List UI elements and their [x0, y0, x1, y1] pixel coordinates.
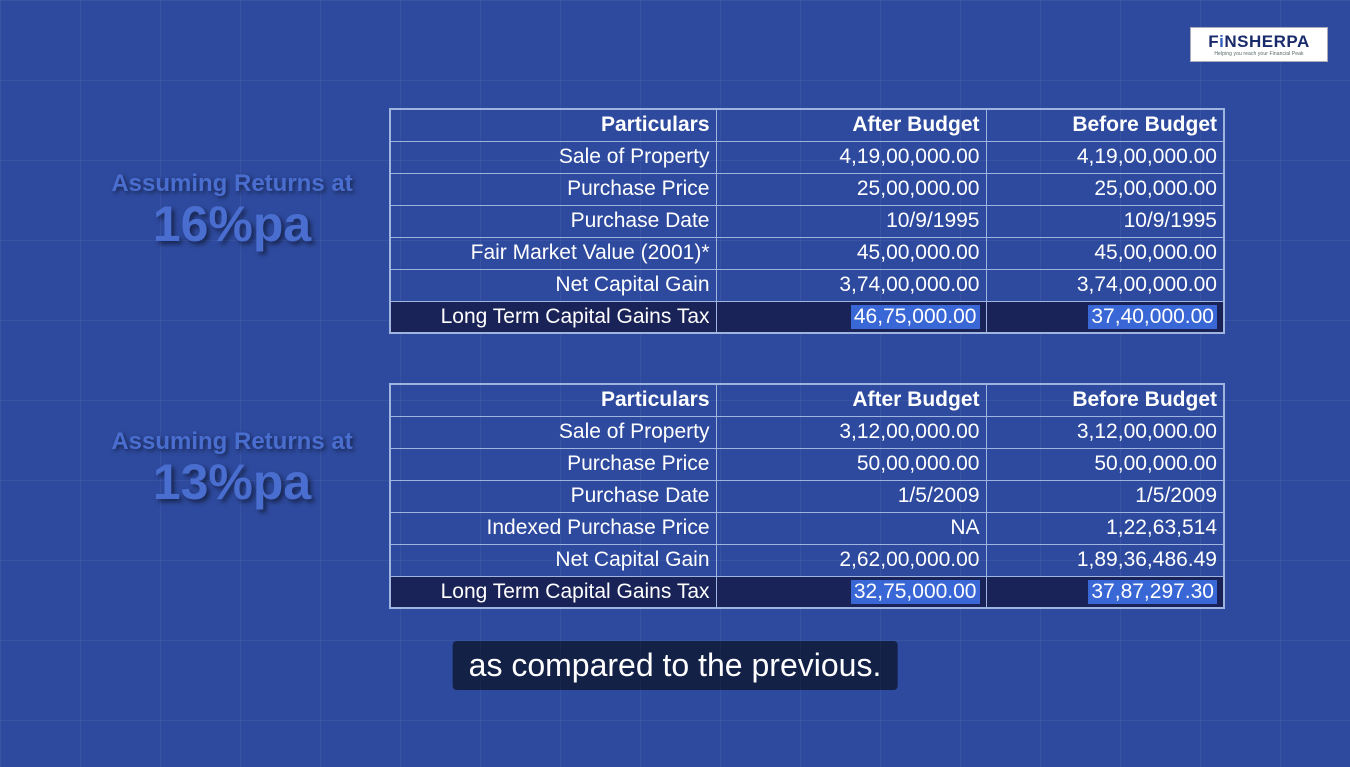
- cell-particulars: Purchase Price: [390, 448, 716, 480]
- cell-after-budget: 32,75,000.00: [716, 576, 986, 608]
- table-header-row: Particulars After Budget Before Budget: [390, 109, 1224, 141]
- table-row: Purchase Date10/9/199510/9/1995: [390, 205, 1224, 237]
- cell-before-budget: 1,22,63,514: [986, 512, 1224, 544]
- table-header-row: Particulars After Budget Before Budget: [390, 384, 1224, 416]
- header-particulars: Particulars: [390, 384, 716, 416]
- cell-after-budget: 10/9/1995: [716, 205, 986, 237]
- cell-before-budget: 1,89,36,486.49: [986, 544, 1224, 576]
- cell-particulars: Fair Market Value (2001)*: [390, 237, 716, 269]
- highlighted-value: 32,75,000.00: [851, 580, 980, 604]
- table-row: Long Term Capital Gains Tax 32,75,000.00 3…: [390, 576, 1224, 608]
- cell-after-budget: 4,19,00,000.00: [716, 141, 986, 173]
- cell-before-budget: 50,00,000.00: [986, 448, 1224, 480]
- highlighted-value: 46,75,000.00: [851, 305, 980, 329]
- cell-before-budget: 3,12,00,000.00: [986, 416, 1224, 448]
- cell-particulars: Sale of Property: [390, 141, 716, 173]
- highlighted-value: 37,40,000.00: [1088, 305, 1217, 329]
- cell-particulars: Net Capital Gain: [390, 544, 716, 576]
- cell-after-budget: 3,74,00,000.00: [716, 269, 986, 301]
- header-before-budget: Before Budget: [986, 384, 1224, 416]
- cell-particulars: Long Term Capital Gains Tax: [390, 576, 716, 608]
- assumption-rate: 13%pa: [92, 456, 372, 509]
- table-row: Sale of Property3,12,00,000.003,12,00,00…: [390, 416, 1224, 448]
- table-row: Net Capital Gain2,62,00,000.001,89,36,48…: [390, 544, 1224, 576]
- cell-after-budget: 46,75,000.00: [716, 301, 986, 333]
- cell-after-budget: 45,00,000.00: [716, 237, 986, 269]
- header-before-budget: Before Budget: [986, 109, 1224, 141]
- cell-after-budget: 3,12,00,000.00: [716, 416, 986, 448]
- capital-gains-table-13pa: Particulars After Budget Before Budget S…: [389, 383, 1225, 609]
- assumption-prefix: Assuming Returns at: [92, 170, 372, 198]
- table-row: Fair Market Value (2001)*45,00,000.0045,…: [390, 237, 1224, 269]
- cell-particulars: Net Capital Gain: [390, 269, 716, 301]
- table-row: Indexed Purchase PriceNA1,22,63,514: [390, 512, 1224, 544]
- table-row: Sale of Property4,19,00,000.004,19,00,00…: [390, 141, 1224, 173]
- table-row: Purchase Date1/5/20091/5/2009: [390, 480, 1224, 512]
- cell-after-budget: 1/5/2009: [716, 480, 986, 512]
- cell-before-budget: 1/5/2009: [986, 480, 1224, 512]
- cell-before-budget: 37,40,000.00: [986, 301, 1224, 333]
- assumption-16pa: Assuming Returns at 16%pa: [92, 170, 372, 251]
- brand-logo: FiNSHERPA Helping you reach your Financi…: [1190, 27, 1328, 62]
- capital-gains-table-16pa: Particulars After Budget Before Budget S…: [389, 108, 1225, 334]
- assumption-13pa: Assuming Returns at 13%pa: [92, 428, 372, 509]
- cell-after-budget: 2,62,00,000.00: [716, 544, 986, 576]
- cell-before-budget: 10/9/1995: [986, 205, 1224, 237]
- cell-before-budget: 45,00,000.00: [986, 237, 1224, 269]
- cell-particulars: Purchase Date: [390, 480, 716, 512]
- brand-logo-text: FiNSHERPA: [1208, 33, 1310, 50]
- cell-before-budget: 3,74,00,000.00: [986, 269, 1224, 301]
- cell-after-budget: 50,00,000.00: [716, 448, 986, 480]
- header-after-budget: After Budget: [716, 384, 986, 416]
- header-after-budget: After Budget: [716, 109, 986, 141]
- table-row: Net Capital Gain3,74,00,000.003,74,00,00…: [390, 269, 1224, 301]
- table-row: Long Term Capital Gains Tax 46,75,000.00 3…: [390, 301, 1224, 333]
- cell-before-budget: 4,19,00,000.00: [986, 141, 1224, 173]
- cell-particulars: Long Term Capital Gains Tax: [390, 301, 716, 333]
- cell-particulars: Indexed Purchase Price: [390, 512, 716, 544]
- cell-before-budget: 37,87,297.30: [986, 576, 1224, 608]
- cell-after-budget: 25,00,000.00: [716, 173, 986, 205]
- cell-before-budget: 25,00,000.00: [986, 173, 1224, 205]
- brand-logo-tagline: Helping you reach your Financial Peak: [1214, 51, 1303, 57]
- cell-particulars: Purchase Price: [390, 173, 716, 205]
- cell-after-budget: NA: [716, 512, 986, 544]
- cell-particulars: Sale of Property: [390, 416, 716, 448]
- assumption-prefix: Assuming Returns at: [92, 428, 372, 456]
- highlighted-value: 37,87,297.30: [1088, 580, 1217, 604]
- table-row: Purchase Price25,00,000.0025,00,000.00: [390, 173, 1224, 205]
- assumption-rate: 16%pa: [92, 198, 372, 251]
- table-row: Purchase Price50,00,000.0050,00,000.00: [390, 448, 1224, 480]
- header-particulars: Particulars: [390, 109, 716, 141]
- subtitle-caption: as compared to the previous.: [453, 641, 898, 690]
- cell-particulars: Purchase Date: [390, 205, 716, 237]
